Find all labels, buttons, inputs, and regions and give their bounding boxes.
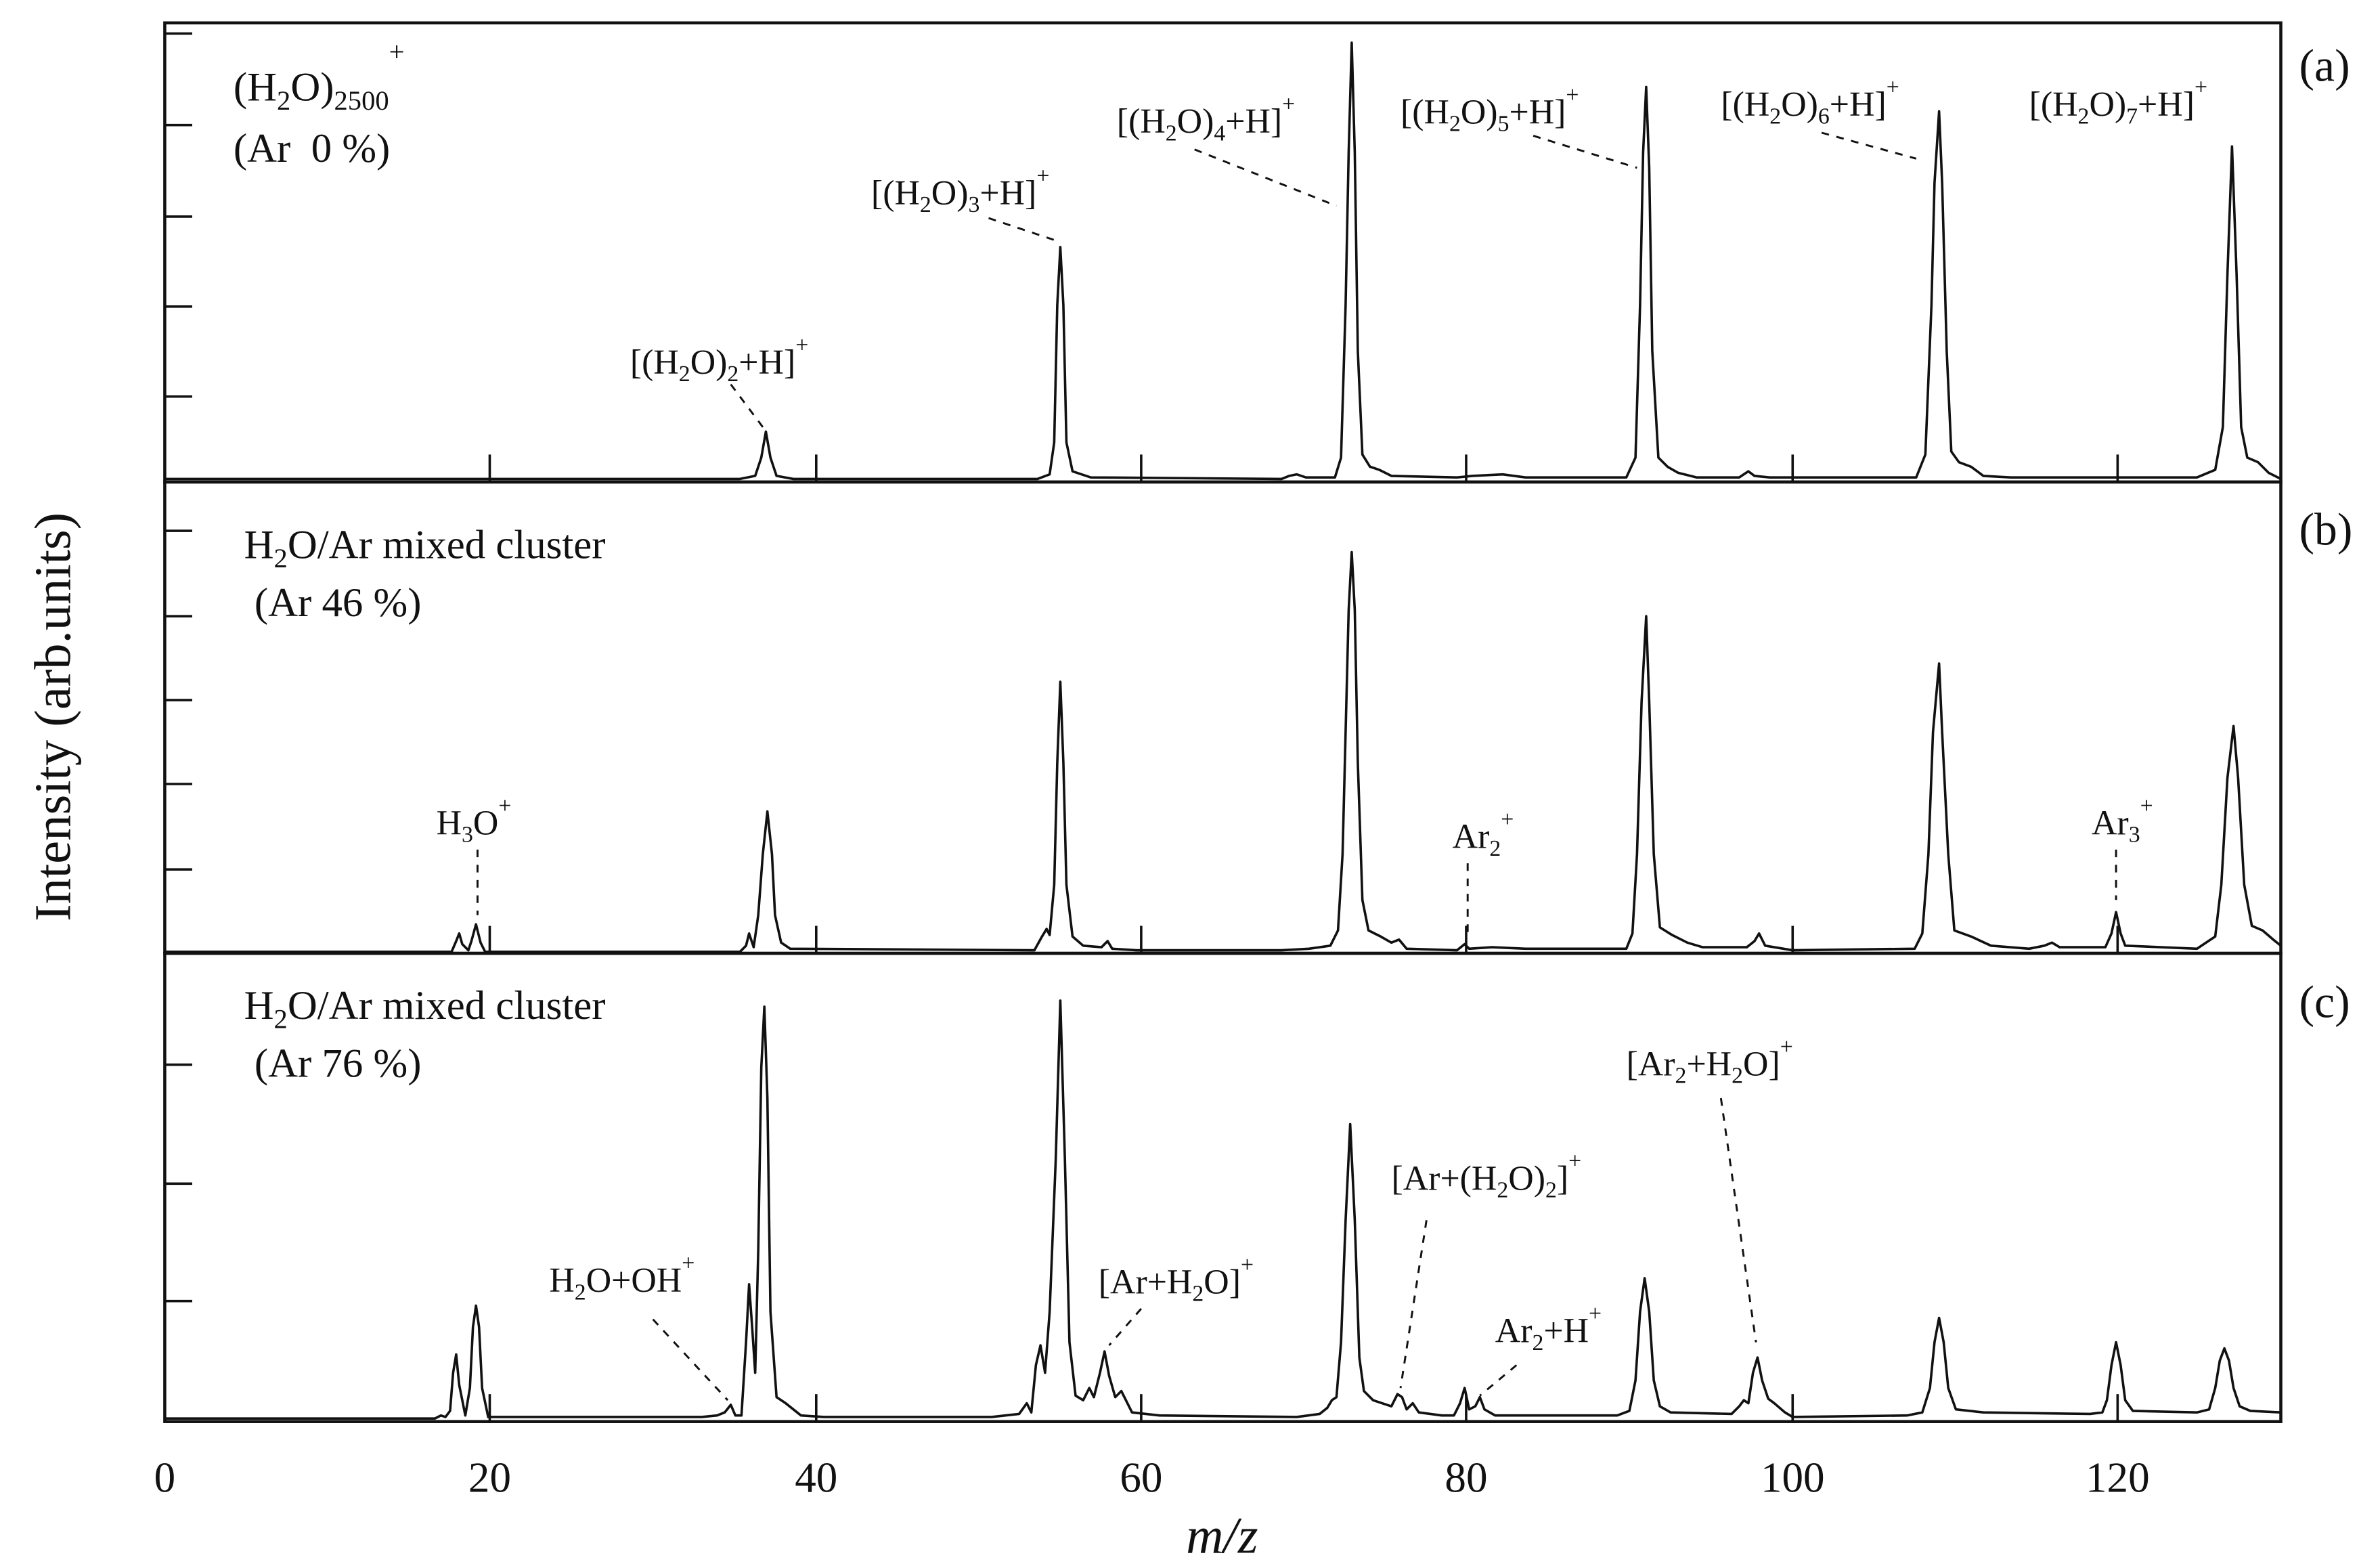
panel-b-x-ticks (488, 925, 2119, 954)
panel-a-description-line1: (H2O)2500+ (234, 37, 405, 116)
panel-c-y-ticks (164, 1063, 192, 1303)
panel-b-spectrum-trace (164, 550, 2282, 953)
annotation-h2o3h: [(H2O)3+H]+ (871, 163, 1058, 242)
svg-text:[(H2O)2+H]+: [(H2O)2+H]+ (630, 332, 808, 387)
panel-b-description-line2: (Ar 46 %) (244, 580, 422, 626)
x-tick-label: 60 (1120, 1454, 1162, 1501)
panel-c-spectrum-trace (164, 999, 2281, 1420)
svg-text:[Ar+(H2O)2]+: [Ar+(H2O)2]+ (1392, 1149, 1582, 1203)
x-tick-label: 100 (1761, 1454, 1825, 1501)
annotation-h2o-oh: H2O+OH+ (549, 1251, 729, 1401)
svg-text:Ar2+: Ar2+ (1453, 807, 1514, 861)
svg-text:[(H2O)4+H]+: [(H2O)4+H]+ (1117, 91, 1295, 146)
annotation-ar3: Ar3+ (2092, 793, 2153, 900)
panel-a-y-ticks (164, 32, 192, 398)
svg-text:[(H2O)7+H]+: [(H2O)7+H]+ (2029, 75, 2207, 129)
svg-text:Ar2+H+: Ar2+H+ (1495, 1301, 1602, 1355)
svg-text:Ar3+: Ar3+ (2092, 793, 2153, 848)
svg-text:[(H2O)3+H]+: [(H2O)3+H]+ (871, 163, 1049, 217)
annotation-ar2-h2o: [Ar2+H2O]+ (1627, 1035, 1793, 1343)
x-tick-labels: 0 20 40 60 80 100 120 (154, 1454, 2150, 1501)
panel-c-description-line2: (Ar 76 %) (244, 1041, 422, 1087)
x-tick-label: 40 (795, 1454, 837, 1501)
annotation-h2o5h: [(H2O)5+H]+ (1401, 83, 1637, 169)
annotation-h2o6h: [(H2O)6+H]+ (1721, 75, 1917, 160)
annotation-h2o7h: [(H2O)7+H]+ (2029, 75, 2207, 129)
y-axis-label: Intensity (arb.units) (24, 513, 82, 921)
panel-c-frame (163, 951, 2283, 1423)
panel-a-label: (a) (2299, 40, 2350, 91)
svg-text:[(H2O)6+H]+: [(H2O)6+H]+ (1721, 75, 1899, 129)
svg-text:H2O+OH+: H2O+OH+ (549, 1251, 695, 1305)
annotation-ar2h: Ar2+H+ (1479, 1301, 1602, 1397)
annotation-ar-h2o2: [Ar+(H2O)2]+ (1392, 1149, 1582, 1389)
annotation-ar2: Ar2+ (1453, 807, 1514, 934)
x-tick-label: 20 (468, 1454, 511, 1501)
panel-b-label: (b) (2299, 504, 2353, 554)
panel-b-description-line1: H2O/Ar mixed cluster (244, 523, 606, 574)
x-tick-label: 0 (154, 1454, 176, 1501)
panel-c-label: (c) (2299, 977, 2350, 1028)
panel-b: (b) H2O/Ar mixed cluster (Ar 46 %) H3O+ … (163, 480, 2353, 955)
annotation-ar-h2o: [Ar+H2O]+ (1099, 1253, 1254, 1347)
annotation-h2o4h: [(H2O)4+H]+ (1117, 91, 1337, 207)
annotation-h2o2h: [(H2O)2+H]+ (630, 332, 808, 428)
panel-c-description-line1: H2O/Ar mixed cluster (244, 983, 606, 1035)
svg-text:[Ar+H2O]+: [Ar+H2O]+ (1099, 1253, 1254, 1307)
panel-a-frame (163, 21, 2283, 484)
panel-b-y-ticks (164, 529, 192, 871)
panel-c: (c) H2O/Ar mixed cluster (Ar 76 %) H2O+O… (163, 951, 2350, 1423)
x-tick-label: 80 (1445, 1454, 1487, 1501)
panel-c-x-ticks (488, 1394, 2119, 1422)
annotation-h3o: H3O+ (437, 793, 512, 915)
svg-text:H3O+: H3O+ (437, 793, 512, 848)
x-tick-label: 120 (2086, 1454, 2150, 1501)
panel-a-spectrum-trace (164, 41, 2282, 481)
x-axis-label: m/z (1186, 1506, 1258, 1564)
panel-a-description-line2: (Ar 0 %) (234, 126, 390, 171)
svg-text:[Ar2+H2O]+: [Ar2+H2O]+ (1627, 1035, 1793, 1089)
panel-a: (a) (H2O)2500+ (Ar 0 %) [(H2O)2+H]+ [(H2… (163, 21, 2350, 484)
svg-text:[(H2O)5+H]+: [(H2O)5+H]+ (1401, 83, 1579, 137)
